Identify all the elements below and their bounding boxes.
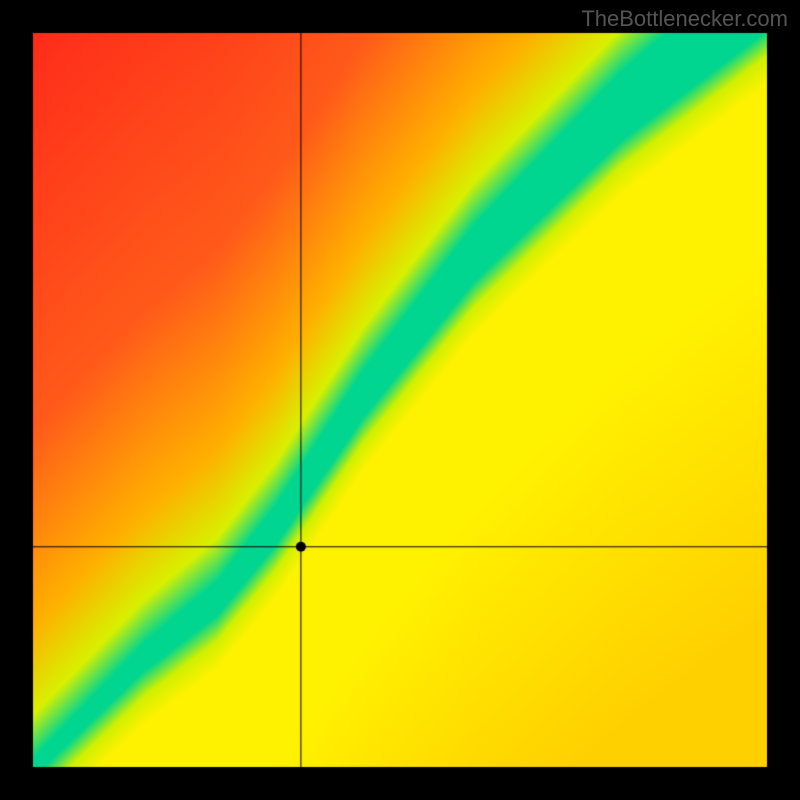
bottleneck-heatmap (0, 0, 800, 800)
root: TheBottlenecker.com (0, 0, 800, 800)
watermark-text: TheBottlenecker.com (581, 6, 788, 32)
